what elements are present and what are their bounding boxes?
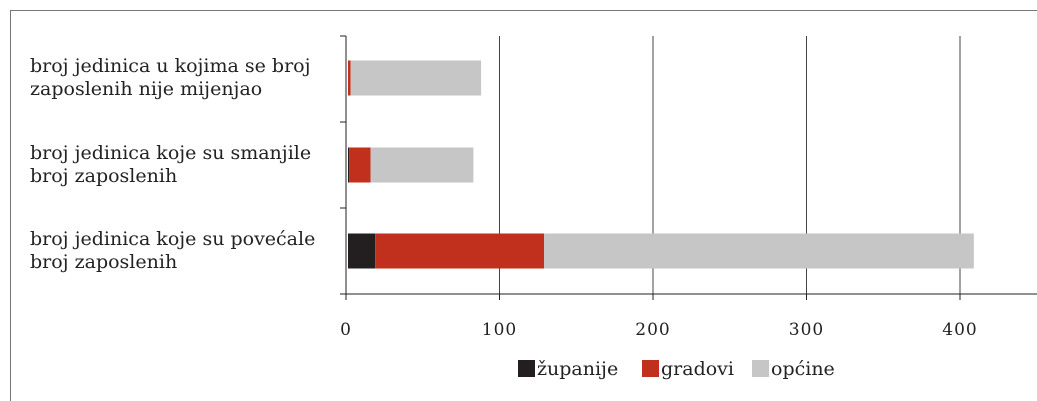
legend-swatch-gradovi: [642, 360, 659, 377]
category-label-line: broj jedinica koje su smanjile: [30, 142, 311, 164]
legend: županije gradovi općine: [518, 358, 835, 380]
legend-label-općine: općine: [771, 358, 835, 380]
bar-1-općine: [370, 147, 474, 183]
category-label-line: broj jedinica u kojima se broj: [30, 55, 311, 77]
axes: [340, 35, 1037, 300]
legend-swatch-općine: [752, 360, 769, 377]
legend-label-gradovi: gradovi: [661, 358, 734, 380]
x-tick-label-300: 300: [789, 320, 824, 340]
bar-1-gradovi: [349, 147, 371, 183]
x-tick-label-0: 0: [340, 320, 352, 340]
x-tick-label-400: 400: [942, 320, 977, 340]
bar-1-županije: [348, 147, 350, 183]
legend-swatch-županije: [518, 360, 535, 377]
category-labels: broj jedinica u kojima se broj zaposlenih…: [30, 55, 315, 273]
x-tick-labels: 0 100 200 300 400: [340, 320, 977, 340]
category-label-line: broj jedinica koje su povećale: [30, 228, 315, 250]
bars: [348, 60, 974, 269]
bar-0-gradovi: [348, 60, 351, 96]
bar-2-županije: [348, 233, 376, 269]
category-label-1: broj jedinica koje su smanjile broj zapos…: [30, 142, 311, 187]
x-tick-label-200: 200: [635, 320, 670, 340]
category-label-0: broj jedinica u kojima se broj zaposlenih…: [30, 55, 311, 100]
bar-2-gradovi: [375, 233, 545, 269]
category-label-line: broj zaposlenih: [30, 165, 177, 187]
x-tick-label-100: 100: [482, 320, 517, 340]
category-label-line: broj zaposlenih: [30, 251, 177, 273]
bar-0-općine: [350, 60, 482, 96]
chart-frame: [10, 10, 1037, 401]
bar-2-općine: [544, 233, 974, 269]
category-label-2: broj jedinica koje su povećale broj zapos…: [30, 228, 315, 273]
category-label-line: zaposlenih nije mijenjao: [30, 78, 262, 100]
legend-label-županije: županije: [537, 358, 618, 380]
